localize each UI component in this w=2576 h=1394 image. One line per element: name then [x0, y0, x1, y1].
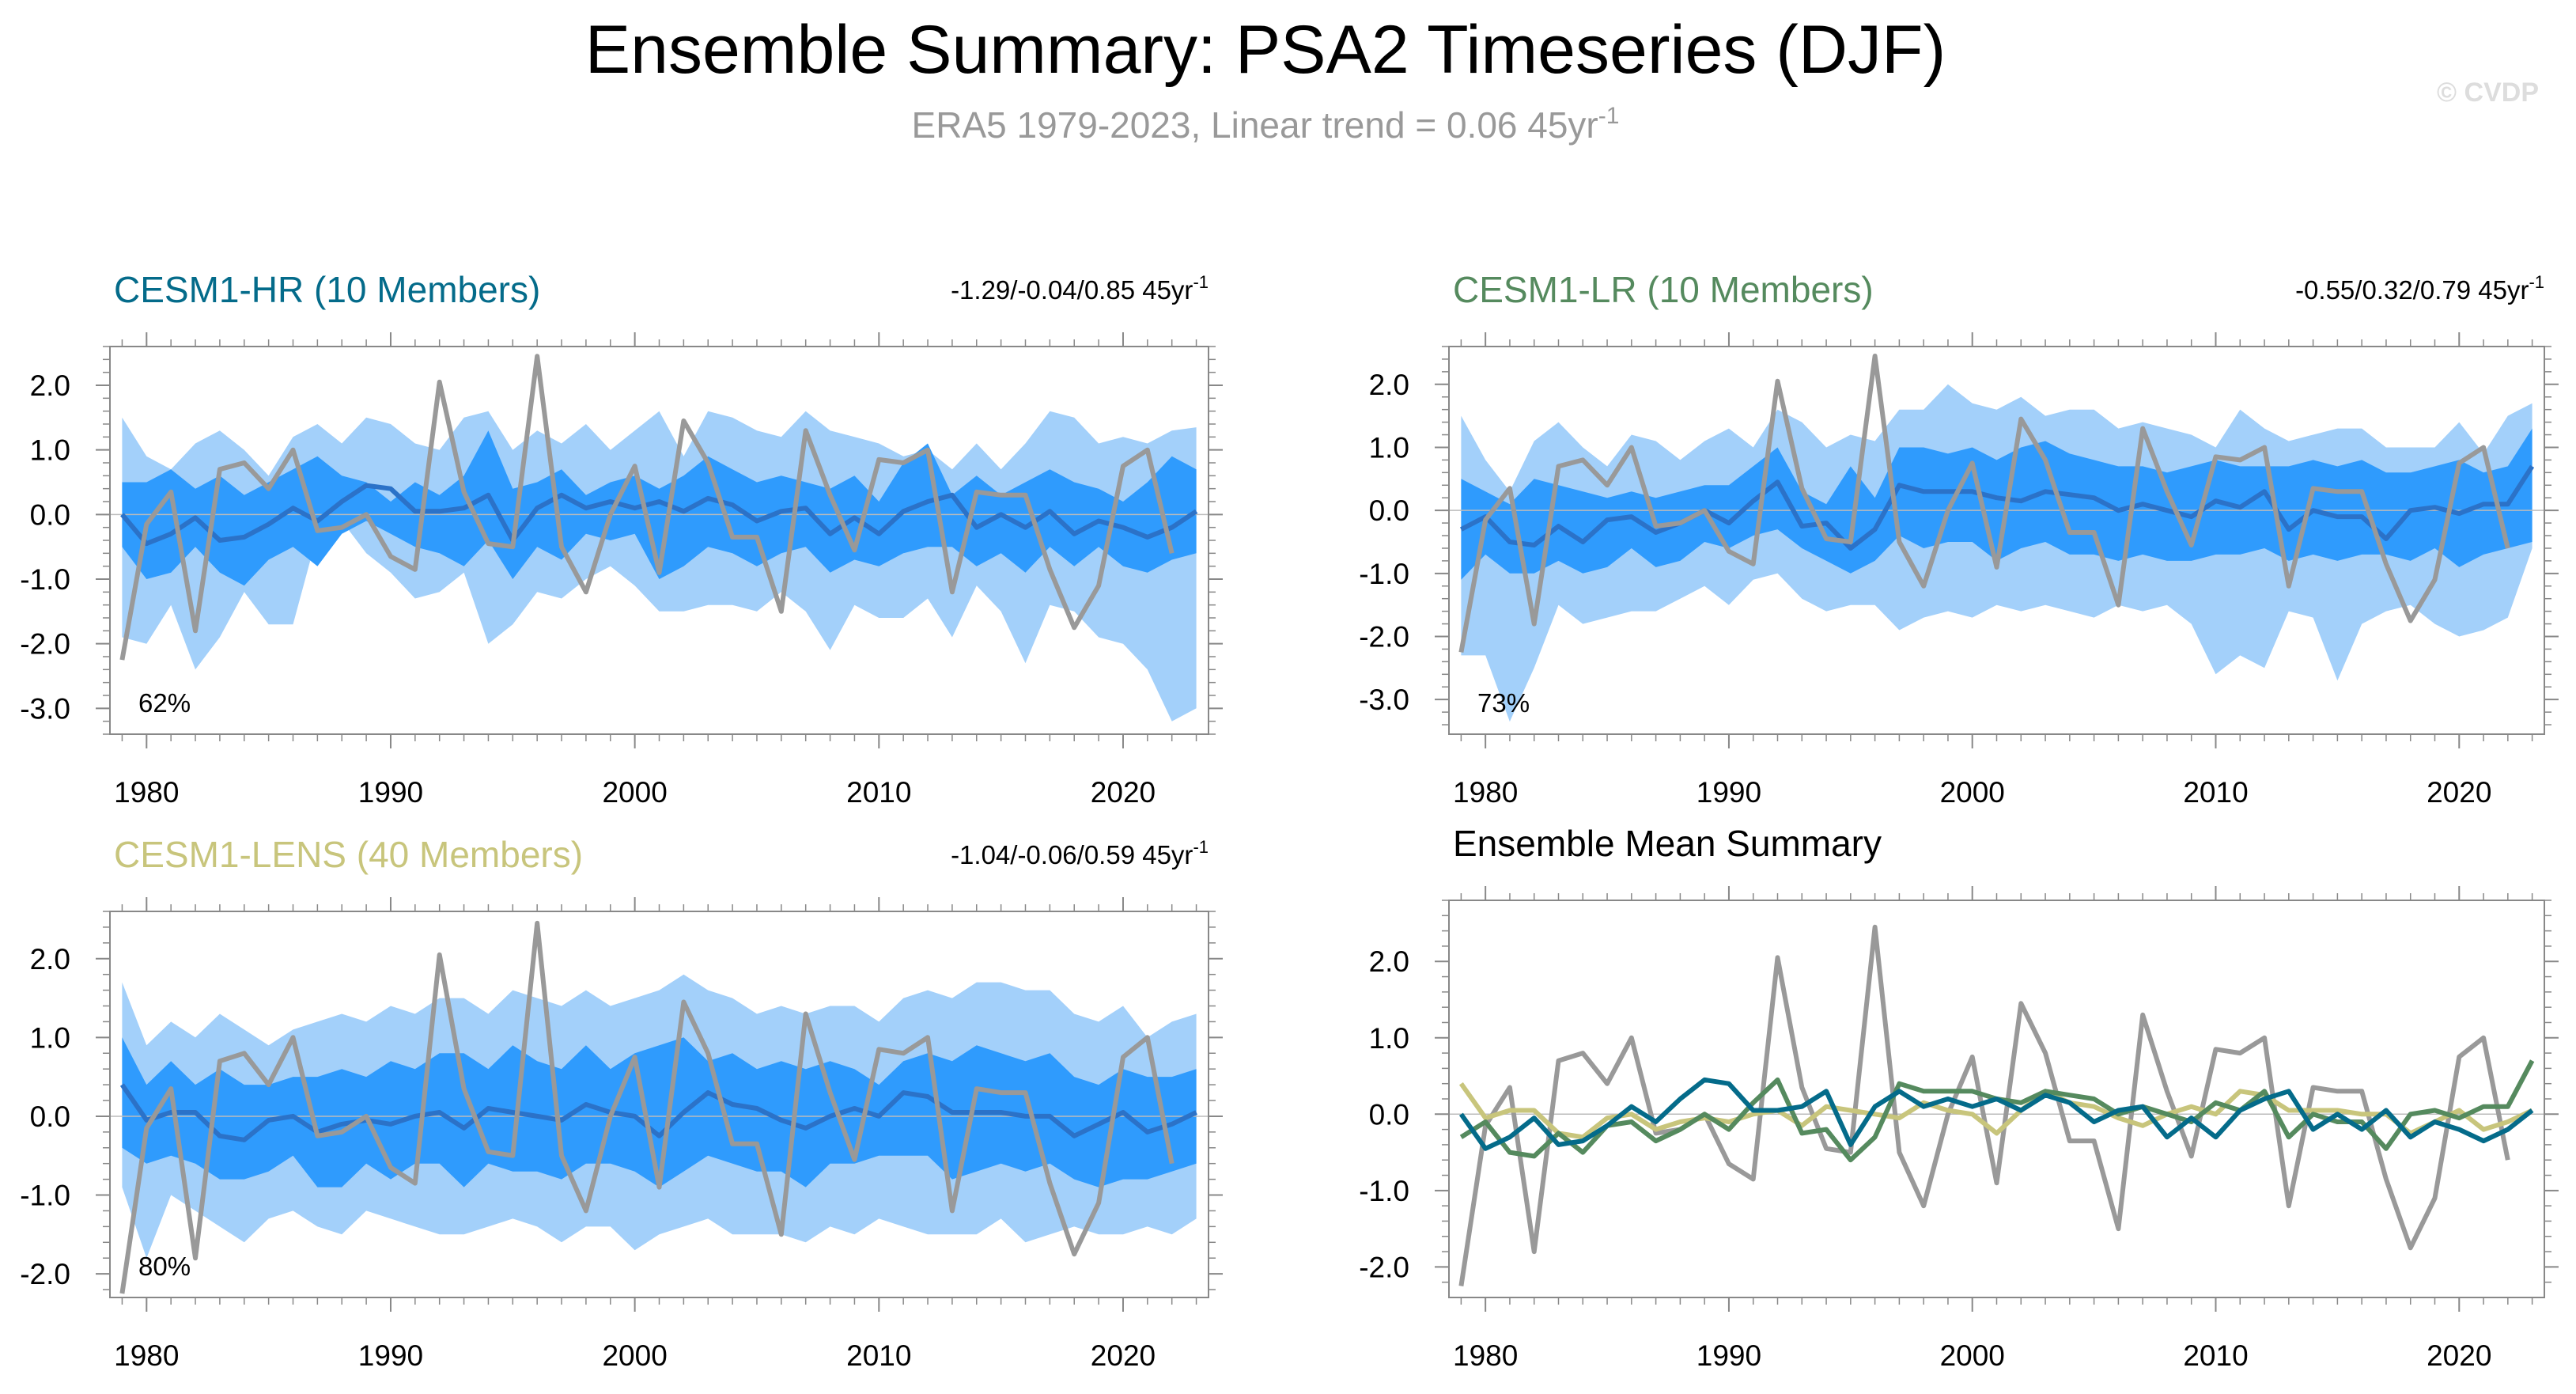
x-tick-label: 2000	[1940, 776, 2005, 809]
observed-line	[119, 354, 1175, 661]
panel-summary: Ensemble Mean Summary 2.0 1.0 0.0 -1.0 -2.0 19…	[1359, 823, 2559, 1372]
ensemble-mean-line	[1460, 464, 2535, 551]
x-tick-label: 2020	[2427, 1339, 2491, 1372]
trend-label: -0.55/0.32/0.79 45yr-1	[2295, 272, 2544, 305]
x-tick-label: 2020	[1091, 1339, 1156, 1372]
y-tick-label: 1.0	[30, 1021, 70, 1054]
y-tick-label: 1.0	[1369, 431, 1409, 464]
panel-title: CESM1-LR (10 Members)	[1453, 269, 1874, 310]
panel-title: CESM1-LENS (40 Members)	[114, 834, 583, 875]
x-tick-label: 1980	[114, 1339, 179, 1372]
band-25-75-percentile	[122, 430, 1197, 586]
subtitle-superscript: -1	[1598, 103, 1620, 129]
x-tick-label: 1980	[114, 776, 179, 809]
trend-label: -1.04/-0.06/0.59 45yr-1	[951, 837, 1209, 869]
y-tick-label: 2.0	[30, 943, 70, 975]
y-tick-label: -1.0	[20, 1180, 70, 1212]
percent-label: 62%	[138, 688, 191, 718]
y-tick-label: 2.0	[1369, 369, 1409, 401]
figure-subtitle: ERA5 1979-2023, Linear trend = 0.06 45yr…	[912, 103, 1620, 146]
panel-title: CESM1-HR (10 Members)	[114, 269, 540, 310]
ensemble-mean-line	[120, 483, 1198, 547]
panel-hr: CESM1-HR (10 Members) -1.29/-0.04/0.85 45…	[20, 269, 1223, 809]
y-tick-label: 2.0	[30, 369, 70, 402]
trend-text: -1.29/-0.04/0.85 45yr	[951, 275, 1193, 305]
y-tick-label: -2.0	[20, 628, 70, 661]
x-tick-label: 2000	[602, 776, 667, 809]
x-tick-label: 2000	[602, 1339, 667, 1372]
plot-area	[110, 920, 1209, 1294]
y-tick-label: 1.0	[30, 434, 70, 467]
x-tick-label: 1990	[358, 776, 423, 809]
x-tick-label: 1990	[358, 1339, 423, 1372]
series-line-cesm1-lr	[1459, 1059, 2535, 1163]
trend-text: -1.04/-0.06/0.59 45yr	[951, 840, 1193, 869]
x-tick-label: 2010	[2183, 776, 2248, 809]
panels: CESM1-HR (10 Members) -1.29/-0.04/0.85 45…	[20, 269, 2559, 1372]
trend-label: -1.29/-0.04/0.85 45yr-1	[951, 272, 1209, 305]
panel-lr: CESM1-LR (10 Members) -0.55/0.32/0.79 45y…	[1359, 269, 2559, 809]
observed-line	[1458, 354, 2510, 653]
y-tick-label: -2.0	[20, 1258, 70, 1290]
x-tick-label: 1990	[1697, 776, 1761, 809]
y-tick-label: 2.0	[1369, 945, 1409, 978]
series-line-cesm1-hr	[1458, 1077, 2534, 1151]
percent-label: 73%	[1477, 688, 1530, 718]
plot-area	[1449, 354, 2544, 722]
y-tick-label: 1.0	[1369, 1022, 1409, 1055]
trend-text: -0.55/0.32/0.79 45yr	[2295, 275, 2529, 305]
band-25-75-percentile	[1461, 428, 2532, 580]
plot-area	[1449, 924, 2544, 1286]
y-tick-label: -1.0	[1359, 1175, 1409, 1207]
y-tick-label: -1.0	[1359, 558, 1409, 590]
y-tick-label: -2.0	[1359, 1251, 1409, 1283]
y-tick-label: -2.0	[1359, 621, 1409, 653]
y-tick-label: 0.0	[1369, 494, 1409, 527]
x-tick-label: 2010	[846, 776, 911, 809]
x-tick-label: 2010	[2183, 1339, 2248, 1372]
plot-area	[110, 354, 1209, 722]
x-tick-label: 2020	[2427, 776, 2491, 809]
x-tick-label: 1980	[1453, 1339, 1518, 1372]
trend-superscript: -1	[1193, 837, 1209, 857]
trend-superscript: -1	[2529, 272, 2544, 292]
y-tick-label: -1.0	[20, 563, 70, 596]
x-tick-label: 2010	[846, 1339, 911, 1372]
x-tick-label: 2020	[1091, 776, 1156, 809]
panel-title: Ensemble Mean Summary	[1453, 823, 1882, 864]
trend-superscript: -1	[1193, 272, 1209, 292]
panel-lens: CESM1-LENS (40 Members) -1.04/-0.06/0.59 …	[20, 834, 1223, 1372]
x-tick-label: 1990	[1697, 1339, 1761, 1372]
y-tick-label: 0.0	[30, 1100, 70, 1133]
series-line-era5	[1458, 924, 2510, 1286]
x-tick-label: 2000	[1940, 1339, 2005, 1372]
series-line-cesm1-lens	[1458, 1081, 2533, 1140]
y-tick-label: 0.0	[1369, 1098, 1409, 1131]
percent-label: 80%	[138, 1252, 191, 1281]
x-tick-label: 1980	[1453, 776, 1518, 809]
subtitle-main: ERA5 1979-2023, Linear trend = 0.06 45yr	[912, 104, 1598, 146]
y-tick-label: -3.0	[20, 692, 70, 725]
watermark: © CVDP	[2437, 78, 2539, 108]
band-25-75-percentile	[122, 1037, 1197, 1188]
y-tick-label: -3.0	[1359, 684, 1409, 716]
ensemble-mean-line	[119, 1083, 1197, 1142]
observed-line	[119, 920, 1175, 1294]
y-tick-label: 0.0	[30, 498, 70, 531]
figure-title: Ensemble Summary: PSA2 Timeseries (DJF)	[585, 12, 1946, 88]
